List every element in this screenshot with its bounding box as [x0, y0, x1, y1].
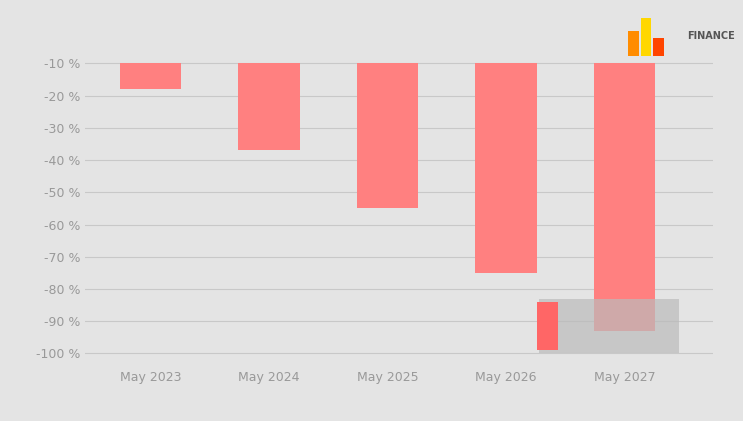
Bar — [594, 64, 655, 331]
Bar — [539, 298, 679, 353]
Bar — [120, 64, 181, 89]
Text: FINANCE: FINANCE — [687, 31, 736, 41]
Bar — [476, 64, 536, 273]
Bar — [640, 18, 651, 56]
Bar — [628, 31, 638, 56]
Bar — [239, 64, 300, 150]
Bar — [654, 38, 663, 56]
Bar — [536, 302, 558, 350]
Bar — [357, 64, 418, 208]
